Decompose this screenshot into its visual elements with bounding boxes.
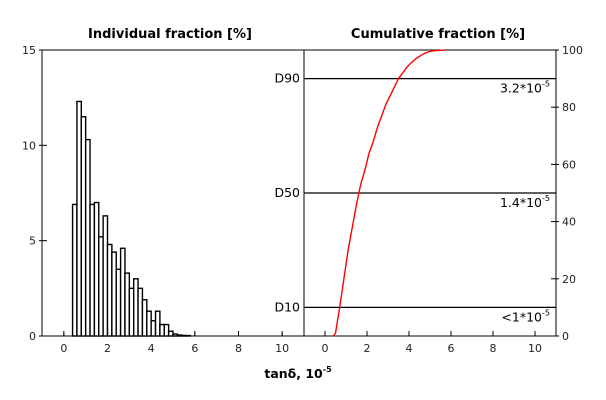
histogram-bar [163, 323, 170, 337]
right-y-tick-label: 60 [562, 158, 576, 171]
histogram-bar [154, 310, 161, 337]
left-y-tick-label: 5 [29, 235, 36, 248]
right-x-tick-label: 0 [322, 342, 329, 355]
left-x-tick-label: 8 [235, 342, 242, 355]
cumulative-curve [332, 49, 445, 337]
left-y-tick-label: 0 [29, 330, 36, 343]
marker-value-d90: 3.2*10-5 [500, 80, 550, 96]
marker-value-d10: <1*10-5 [501, 308, 550, 324]
histogram-bars [71, 100, 192, 337]
right-x-axis: 0 2 4 6 8 10 [322, 331, 542, 355]
right-chart-title: Cumulative fraction [%] [351, 27, 525, 42]
x-axis-label: tanδ, 10-5 [264, 365, 332, 381]
right-y-axis: 0 20 40 60 80 100 [551, 44, 583, 343]
right-x-tick-label: 4 [406, 342, 413, 355]
marker-value-base: <1*10 [501, 309, 542, 324]
marker-value-base: 1.4*10 [500, 195, 542, 210]
left-y-tick-label: 10 [22, 139, 36, 152]
left-chart-title: Individual fraction [%] [88, 27, 252, 42]
right-y-tick-label: 20 [562, 273, 576, 286]
right-y-tick-label: 40 [562, 216, 576, 229]
left-x-tick-label: 4 [148, 342, 155, 355]
marker-value-d50: 1.4*10-5 [500, 194, 550, 210]
right-x-tick-label: 10 [528, 342, 542, 355]
left-x-tick-label: 0 [60, 342, 67, 355]
right-y-tick-label: 100 [562, 44, 583, 57]
marker-label-d50: D50 [274, 185, 300, 200]
left-x-tick-label: 10 [275, 342, 289, 355]
right-y-tick-label: 0 [562, 330, 569, 343]
left-x-tick-label: 6 [191, 342, 198, 355]
marker-label-d10: D10 [274, 299, 300, 314]
right-x-tick-label: 2 [364, 342, 371, 355]
left-x-tick-label: 2 [104, 342, 111, 355]
left-y-tick-label: 15 [22, 44, 36, 57]
marker-value-exponent: -5 [542, 194, 550, 203]
marker-value-exponent: -5 [542, 308, 550, 317]
left-y-axis: 0 5 10 15 [22, 44, 47, 343]
right-y-tick-label: 80 [562, 101, 576, 114]
marker-value-exponent: -5 [542, 80, 550, 89]
right-x-tick-label: 8 [490, 342, 497, 355]
marker-value-base: 3.2*10 [500, 81, 542, 96]
marker-label-d90: D90 [274, 71, 300, 86]
right-x-tick-label: 6 [448, 342, 455, 355]
